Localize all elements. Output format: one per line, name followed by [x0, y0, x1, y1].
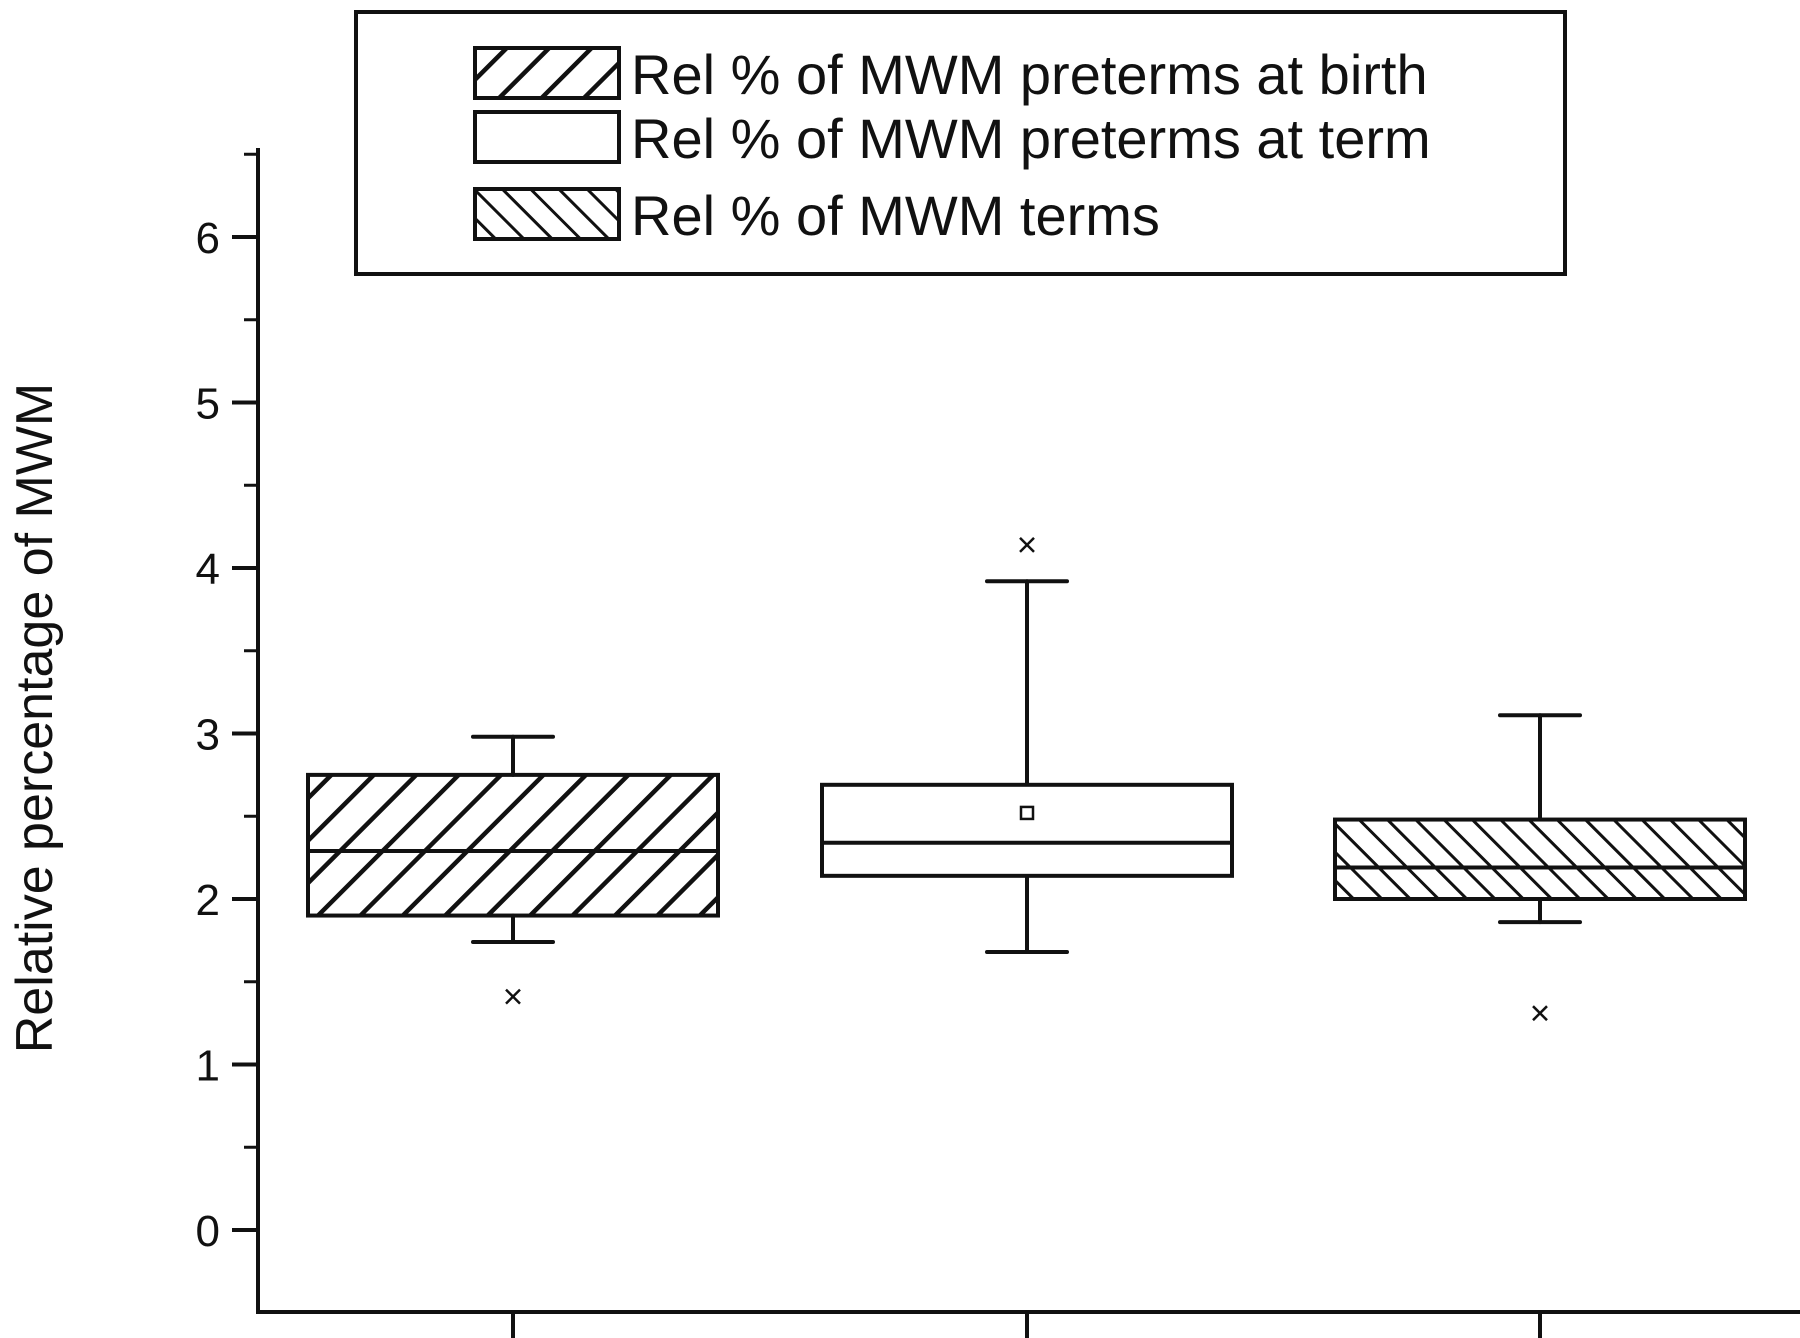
- y-ticks: 0 1 2 3 4 5 6: [196, 152, 258, 1256]
- y-tick-label-5: 5: [196, 380, 220, 429]
- legend-swatch-1: [473, 110, 621, 164]
- box-group-2: [1333, 713, 1747, 1022]
- y-tick-label-4: 4: [196, 545, 220, 594]
- y-tick-label-6: 6: [196, 214, 220, 263]
- outlier-2-0: [1532, 1005, 1548, 1022]
- box-group-1: [820, 536, 1234, 954]
- y-tick-label-0: 0: [196, 1207, 220, 1256]
- outlier-1-0: [1019, 536, 1035, 553]
- legend-swatch-2: [473, 187, 621, 241]
- box-group-0: [306, 734, 720, 1005]
- box-2: [1333, 817, 1747, 901]
- box-0: [306, 772, 720, 918]
- outlier-0-0: [505, 988, 521, 1005]
- box-1: [820, 782, 1234, 878]
- x-ticks: [511, 1312, 1542, 1338]
- y-tick-label-2: 2: [196, 876, 220, 925]
- plot-area: 0 1 2 3 4 5 6: [196, 148, 1800, 1338]
- legend-label-2: Rel % of MWM terms: [631, 184, 1160, 247]
- y-axis-title: Relative percentage of MWM: [6, 383, 64, 1054]
- legend-label-0: Rel % of MWM preterms at birth: [631, 43, 1428, 106]
- y-tick-label-1: 1: [196, 1042, 220, 1091]
- legend-swatch-0: [473, 46, 621, 100]
- legend-label-1: Rel % of MWM preterms at term: [631, 107, 1431, 170]
- boxes: [306, 536, 1747, 1022]
- mean-marker-1: [1019, 805, 1035, 821]
- y-tick-label-3: 3: [196, 711, 220, 760]
